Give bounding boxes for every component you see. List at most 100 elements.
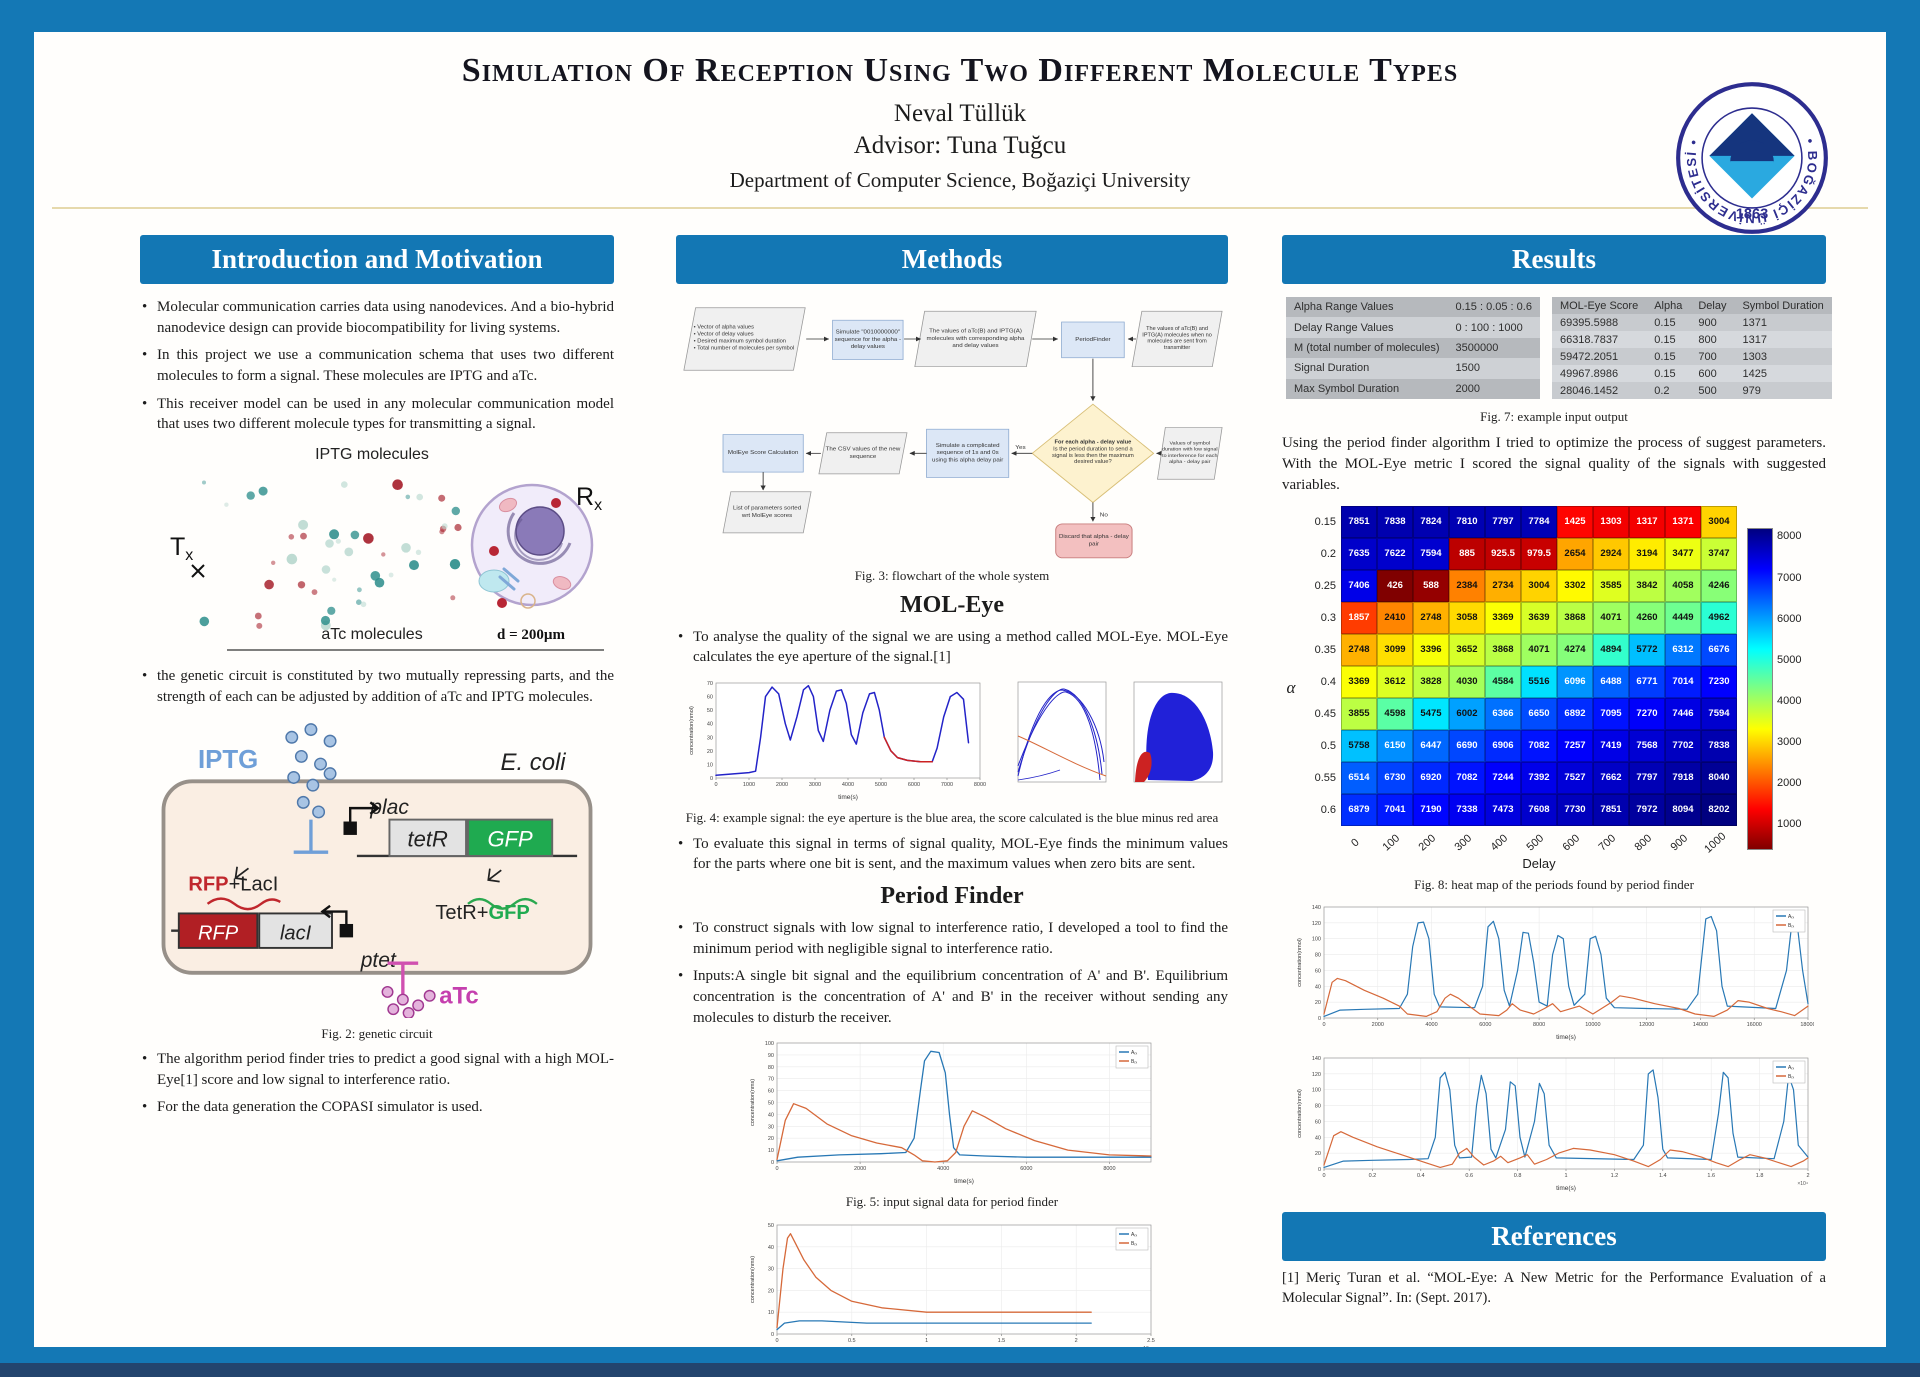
svg-text:50: 50 (707, 708, 713, 714)
flowchart-discard-text: Discard that alpha - delay pair (1058, 533, 1129, 548)
heatmap-cell: 7473 (1485, 793, 1521, 826)
svg-text:8000: 8000 (1533, 1022, 1545, 1028)
intro-bullet-list-2: The algorithm period finder tries to pre… (140, 1049, 614, 1118)
svg-text:1.2: 1.2 (1611, 1173, 1619, 1179)
heatmap-cell: 6096 (1557, 665, 1593, 698)
svg-text:30: 30 (707, 735, 713, 741)
heatmap-cell: 7041 (1377, 793, 1413, 826)
period-finder-bullets: To construct signals with low signal to … (676, 918, 1228, 1028)
heatmap-cell: 4030 (1449, 665, 1485, 698)
flowchart-symbol-values-text: Values of symbol duration with low signa… (1161, 441, 1218, 465)
fig8-caption: Fig. 8: heat map of the periods found by… (1414, 876, 1694, 892)
tx-label: Tx (170, 533, 193, 564)
svg-text:10: 10 (768, 1310, 774, 1316)
heatmap-cell: 5772 (1629, 633, 1665, 666)
svg-text:concentration(nms): concentration(nms) (750, 1079, 756, 1126)
bullet-item: In this project we use a communication s… (140, 345, 614, 386)
svg-text:140: 140 (1312, 905, 1321, 911)
atc-molecules-label: aTc molecules (321, 626, 422, 643)
bullet-item: To construct signals with low signal to … (676, 918, 1228, 959)
heatmap-cell: 2734 (1485, 569, 1521, 602)
heatmap-cell: 3194 (1629, 537, 1665, 570)
gfp-mrna-wave (467, 897, 538, 910)
eye-overlay-plot (1017, 681, 1107, 783)
gfp-gene-label: GFP (487, 826, 533, 851)
svg-text:6000: 6000 (1479, 1022, 1491, 1028)
flowchart-yes-label: Yes (1015, 444, 1025, 451)
heatmap-cell: 3828 (1413, 665, 1449, 698)
svg-text:Aᵣₓ: Aᵣₓ (1131, 1232, 1138, 1238)
heatmap-cell: 7338 (1449, 793, 1485, 826)
svg-text:0: 0 (775, 1338, 778, 1344)
rx-label: Rx (576, 483, 602, 514)
heatmap-cell: 7446 (1665, 697, 1701, 730)
svg-text:60: 60 (707, 695, 713, 701)
heatmap-cell: 3477 (1665, 537, 1701, 570)
bullet-item: To analyse the quality of the signal we … (676, 627, 1228, 668)
heatmap-cell: 6730 (1377, 761, 1413, 794)
page-title: Simulation Of Reception Using Two Differ… (461, 52, 1459, 89)
flowchart-node-moleye-calc (722, 434, 804, 473)
svg-text:0: 0 (1322, 1022, 1325, 1028)
svg-text:1: 1 (1564, 1173, 1567, 1179)
flowchart-param-list-text: List of parameters sorted wrt MolEye sco… (732, 505, 802, 519)
heatmap-cell: 3369 (1341, 665, 1377, 698)
eye-penalty-area (1135, 751, 1152, 782)
svg-text:concentration(nmol): concentration(nmol) (689, 706, 695, 755)
bullet-item: To evaluate this signal in terms of sign… (676, 834, 1228, 875)
section-header-references: References (1282, 1212, 1826, 1262)
heatmap-cell: 7662 (1593, 761, 1629, 794)
svg-text:16000: 16000 (1747, 1022, 1762, 1028)
flowchart-values-with-text: The values of aTc(B) and IPTG(A) molecul… (926, 328, 1025, 349)
heatmap-figure: α 0.15 7851 7838 7824 7810 7797 7784 1425 1303 13… (1282, 505, 1826, 871)
svg-text:1.6: 1.6 (1707, 1173, 1715, 1179)
svg-text:concentration(nms): concentration(nms) (750, 1256, 756, 1303)
heatmap-cell: 3099 (1377, 633, 1413, 666)
heatmap-cell: 6676 (1701, 633, 1737, 666)
poster-header: Simulation Of Reception Using Two Differ… (34, 32, 1886, 234)
heatmap-cell: 3302 (1557, 569, 1593, 602)
svg-text:2000: 2000 (776, 782, 788, 788)
svg-text:Aᵣₓ: Aᵣₓ (1788, 914, 1795, 920)
heatmap-cell: 588 (1413, 569, 1449, 602)
svg-text:0: 0 (1318, 1167, 1321, 1173)
tetr-gene-label: tetR (408, 826, 448, 851)
svg-text:120: 120 (1312, 1072, 1321, 1078)
flowchart-no-label: No (1100, 512, 1109, 519)
section-header-results: Results (1282, 235, 1826, 284)
heatmap-cell: 3747 (1701, 537, 1737, 570)
svg-text:0: 0 (771, 1332, 774, 1338)
heatmap-cell: 7392 (1521, 761, 1557, 794)
svg-text:4000: 4000 (842, 782, 854, 788)
heatmap-cell: 3396 (1413, 633, 1449, 666)
iptg-molecules-label: IPTG molecules (315, 446, 429, 463)
svg-text:40: 40 (768, 1245, 774, 1251)
atc-label: aTc (439, 982, 478, 1009)
svg-text:20: 20 (1315, 1000, 1321, 1006)
heatmap-cell: 7838 (1377, 505, 1413, 538)
svg-text:3000: 3000 (809, 782, 821, 788)
svg-text:20: 20 (1315, 1151, 1321, 1157)
heatmap-cell: 3842 (1629, 569, 1665, 602)
heatmap-cell: 1425 (1557, 505, 1593, 538)
svg-text:0: 0 (775, 1166, 778, 1172)
heatmap-cell: 7568 (1629, 729, 1665, 762)
table-row: 28046.1452 0.2 500 979 (1551, 382, 1832, 399)
heatmap-cell: 5516 (1521, 665, 1557, 698)
svg-text:80: 80 (768, 1065, 774, 1071)
colorbar-gradient (1747, 528, 1773, 851)
tx-marker (191, 564, 205, 578)
svg-text:6000: 6000 (908, 782, 920, 788)
atc-dots (381, 985, 436, 1019)
flowchart-node-inputs (683, 307, 806, 371)
heatmap-cell: 7784 (1521, 505, 1557, 538)
heatmap-cell: 6002 (1449, 697, 1485, 730)
rfp-laci-label: RFP+LacI (188, 873, 278, 895)
svg-text:20: 20 (768, 1288, 774, 1294)
bullet-item: The algorithm period finder tries to pre… (140, 1049, 614, 1090)
svg-text:90: 90 (768, 1053, 774, 1059)
table-row: 49967.8986 0.15 600 1425 (1551, 365, 1832, 382)
svg-text:1000: 1000 (743, 782, 755, 788)
ptet-label: ptet (360, 949, 397, 972)
